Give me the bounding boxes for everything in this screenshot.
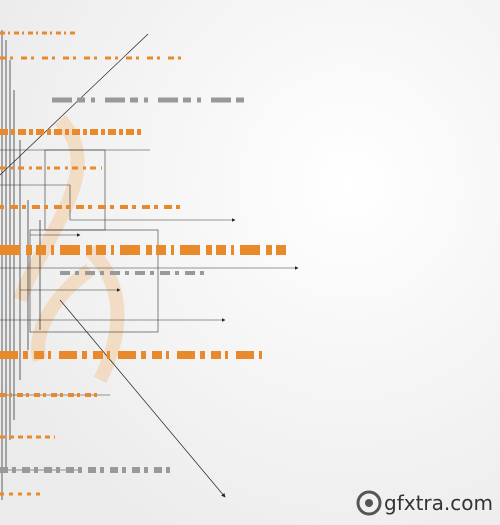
watermark-logo — [356, 490, 382, 516]
watermark-text: gfxtra.com — [384, 491, 493, 515]
watermark-logo-dot — [365, 499, 373, 507]
arrow — [0, 184, 236, 222]
diagonal — [0, 33, 149, 176]
diagonals — [0, 33, 226, 498]
diagonal-arrow — [59, 299, 226, 498]
circuit — [0, 149, 299, 471]
data-bars — [0, 31, 290, 496]
watermark: gfxtra.com — [356, 490, 493, 516]
arc — [84, 245, 125, 384]
arc — [31, 264, 95, 363]
